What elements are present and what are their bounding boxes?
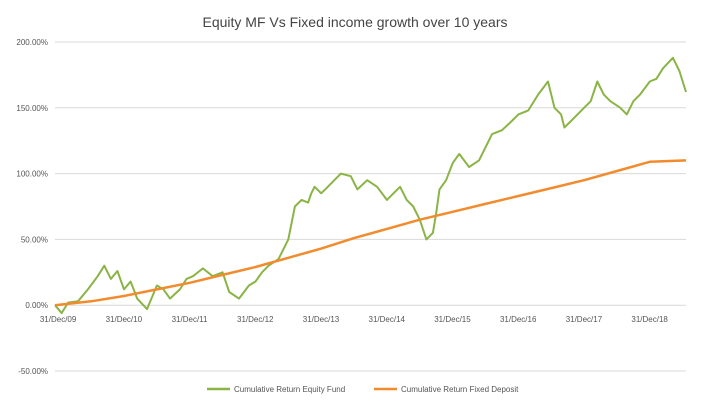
x-tick-label: 31/Dec/17 [566,315,603,324]
x-tick-label: 31/Dec/16 [500,315,537,324]
y-tick-label: 200.00% [16,38,48,47]
x-tick-label: 31/Dec/10 [106,315,143,324]
legend-label: Cumulative Return Fixed Deposit [401,385,519,394]
x-axis-labels: 31/Dec/09 31/Dec/10 31/Dec/11 31/Dec/12 31/D… [40,315,669,324]
legend-label: Cumulative Return Equity Fund [234,385,345,394]
x-tick-label: 31/Dec/13 [303,315,340,324]
y-tick-label: 50.00% [21,235,48,244]
series-lines [54,56,687,315]
y-tick-label: 150.00% [16,104,48,113]
x-tick-label: 31/Dec/11 [172,315,208,324]
x-tick-label: 31/Dec/18 [631,315,668,324]
y-tick-label: 100.00% [16,170,48,179]
y-tick-label: -50.00% [18,367,48,376]
chart-title: Equity MF Vs Fixed income growth over 10… [202,14,507,30]
x-tick-label: 31/Dec/12 [237,315,274,324]
x-tick-label: 31/Dec/15 [434,315,471,324]
series-line-fixed-deposit [54,159,687,307]
y-axis-labels: 200.00% 150.00% 100.00% 50.00% 0.00% -50.00% [16,38,48,376]
series-line-equity [54,56,687,315]
y-tick-label: 0.00% [25,301,48,310]
legend: Cumulative Return Equity Fund Cumulative … [207,385,519,394]
gridlines [55,41,686,372]
x-tick-label: 31/Dec/14 [369,315,406,324]
x-tick-label: 31/Dec/09 [40,315,77,324]
